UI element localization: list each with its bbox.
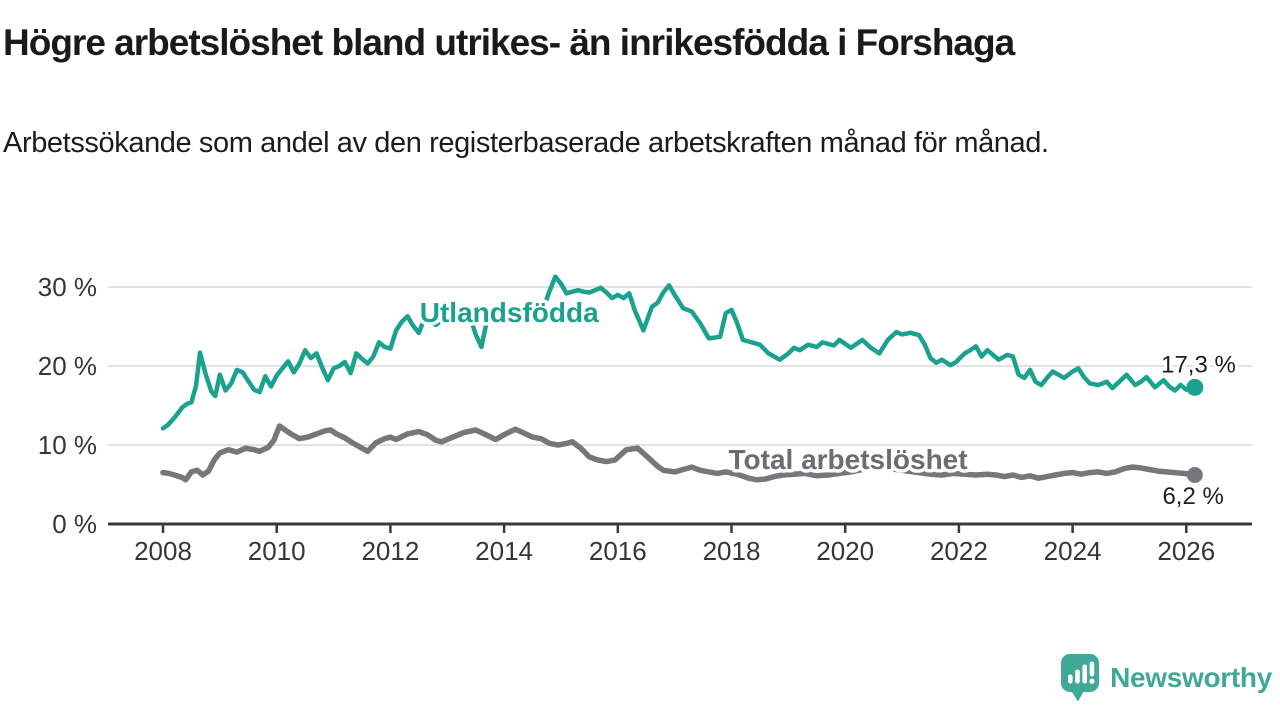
x-axis-label-2008: 2008 xyxy=(134,536,192,566)
y-axis-label-0: 0 % xyxy=(52,509,97,539)
x-axis-label-2014: 2014 xyxy=(475,536,533,566)
chart-subtitle: Arbetssökande som andel av den registerb… xyxy=(3,127,1049,159)
x-axis-label-2018: 2018 xyxy=(703,536,761,566)
y-axis-label-10: 10 % xyxy=(38,430,97,460)
x-axis-label-2020: 2020 xyxy=(816,536,874,566)
x-axis-label-2024: 2024 xyxy=(1044,536,1102,566)
series-label-total: Total arbetslöshet xyxy=(728,444,967,475)
x-axis-label-2010: 2010 xyxy=(248,536,306,566)
series-label-utlandsfodda: Utlandsfödda xyxy=(420,297,599,328)
newsworthy-logo: Newsworthy xyxy=(1060,653,1272,702)
x-axis-label-2016: 2016 xyxy=(589,536,647,566)
x-axis-label-2026: 2026 xyxy=(1157,536,1215,566)
value-label-total: 6,2 % xyxy=(1162,483,1223,510)
newsworthy-logo-text: Newsworthy xyxy=(1110,661,1272,693)
y-axis-label-20: 20 % xyxy=(38,351,97,381)
newsworthy-logo-icon xyxy=(1061,654,1100,702)
page-title: Högre arbetslöshet bland utrikes- än inr… xyxy=(3,22,1015,63)
series-end-dot-total xyxy=(1186,467,1203,484)
series-end-dot-utlandsfodda xyxy=(1186,378,1204,396)
x-axis-label-2012: 2012 xyxy=(361,536,419,566)
value-label-utlandsfodda: 17,3 % xyxy=(1161,351,1236,378)
y-axis-label-30: 30 % xyxy=(38,272,97,302)
series-line-utlandsfodda xyxy=(160,274,1198,431)
series-line-total xyxy=(160,423,1198,483)
x-axis-label-2022: 2022 xyxy=(930,536,988,566)
